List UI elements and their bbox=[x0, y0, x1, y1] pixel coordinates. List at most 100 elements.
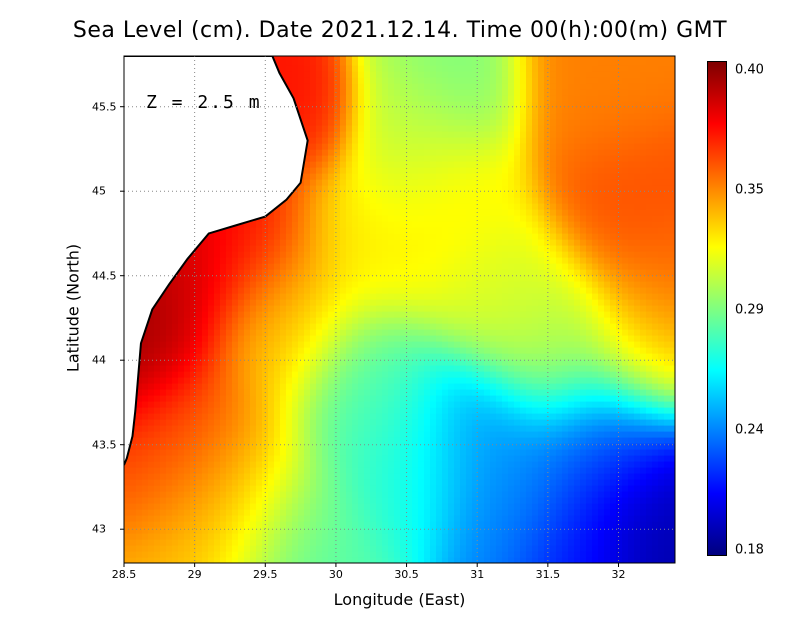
field-cell bbox=[172, 293, 179, 300]
field-cell bbox=[148, 413, 155, 420]
field-cell bbox=[304, 431, 311, 438]
field-cell bbox=[304, 161, 311, 168]
field-cell bbox=[430, 311, 437, 318]
field-cell bbox=[358, 245, 365, 252]
field-cell bbox=[274, 401, 281, 408]
field-cell bbox=[448, 101, 455, 108]
field-cell bbox=[412, 413, 419, 420]
field-cell bbox=[190, 275, 197, 282]
field-cell bbox=[430, 431, 437, 438]
field-cell bbox=[310, 419, 317, 426]
field-cell bbox=[430, 191, 437, 198]
field-cell bbox=[436, 371, 443, 378]
field-cell bbox=[160, 419, 167, 426]
field-cell bbox=[226, 347, 233, 354]
field-cell bbox=[268, 407, 275, 414]
field-cell bbox=[160, 353, 167, 360]
field-cell bbox=[166, 311, 173, 318]
field-cell bbox=[226, 317, 233, 324]
field-cell bbox=[382, 467, 389, 474]
field-cell bbox=[340, 551, 347, 558]
field-cell bbox=[124, 485, 131, 492]
field-cell bbox=[448, 431, 455, 438]
field-cell bbox=[208, 287, 215, 294]
field-cell bbox=[268, 503, 275, 510]
field-cell bbox=[346, 113, 353, 120]
field-cell bbox=[388, 377, 395, 384]
field-cell bbox=[232, 275, 239, 282]
field-cell bbox=[430, 461, 437, 468]
field-cell bbox=[430, 389, 437, 396]
field-cell bbox=[298, 56, 305, 60]
field-cell bbox=[142, 497, 149, 504]
field-cell bbox=[178, 389, 185, 396]
field-cell bbox=[448, 437, 455, 444]
field-cell bbox=[220, 521, 227, 528]
field-cell bbox=[256, 257, 263, 264]
field-cell bbox=[430, 383, 437, 390]
field-cell bbox=[382, 125, 389, 132]
field-cell bbox=[442, 233, 449, 240]
field-cell bbox=[400, 305, 407, 312]
field-cell bbox=[382, 437, 389, 444]
field-cell bbox=[430, 485, 437, 492]
field-cell bbox=[190, 377, 197, 384]
field-cell bbox=[250, 395, 257, 402]
field-cell bbox=[184, 503, 191, 510]
field-cell bbox=[268, 425, 275, 432]
field-cell bbox=[364, 449, 371, 456]
field-cell bbox=[400, 209, 407, 216]
field-cell bbox=[406, 305, 413, 312]
field-cell bbox=[172, 287, 179, 294]
field-cell bbox=[400, 311, 407, 318]
field-cell bbox=[298, 509, 305, 516]
field-cell bbox=[136, 377, 143, 384]
field-cell bbox=[340, 329, 347, 336]
field-cell bbox=[178, 413, 185, 420]
field-cell bbox=[310, 143, 317, 150]
field-cell bbox=[298, 431, 305, 438]
field-cell bbox=[316, 419, 323, 426]
field-cell bbox=[460, 419, 467, 426]
field-cell bbox=[346, 89, 353, 96]
field-cell bbox=[298, 335, 305, 342]
field-cell bbox=[418, 497, 425, 504]
field-cell bbox=[418, 245, 425, 252]
field-cell bbox=[304, 413, 311, 420]
field-cell bbox=[268, 221, 275, 228]
field-cell bbox=[232, 245, 239, 252]
field-cell bbox=[448, 227, 455, 234]
field-cell bbox=[184, 497, 191, 504]
field-cell bbox=[376, 293, 383, 300]
field-cell bbox=[250, 443, 257, 450]
field-cell bbox=[412, 293, 419, 300]
field-cell bbox=[292, 239, 299, 246]
field-cell bbox=[220, 305, 227, 312]
field-cell bbox=[166, 443, 173, 450]
field-cell bbox=[412, 497, 419, 504]
field-cell bbox=[352, 77, 359, 84]
field-cell bbox=[334, 221, 341, 228]
field-cell bbox=[238, 389, 245, 396]
field-cell bbox=[214, 455, 221, 462]
field-cell bbox=[406, 365, 413, 372]
field-cell bbox=[436, 65, 443, 72]
field-cell bbox=[334, 209, 341, 216]
field-cell bbox=[310, 89, 317, 96]
field-cell bbox=[190, 437, 197, 444]
field-cell bbox=[370, 59, 377, 66]
field-cell bbox=[364, 209, 371, 216]
field-cell bbox=[142, 485, 149, 492]
field-cell bbox=[262, 443, 269, 450]
field-cell bbox=[436, 509, 443, 516]
field-cell bbox=[430, 551, 437, 558]
field-cell bbox=[358, 467, 365, 474]
field-cell bbox=[358, 197, 365, 204]
field-cell bbox=[454, 113, 461, 120]
field-cell bbox=[442, 527, 449, 534]
field-cell bbox=[466, 77, 473, 84]
field-cell bbox=[262, 467, 269, 474]
field-cell bbox=[472, 251, 479, 258]
field-cell bbox=[412, 137, 419, 144]
field-cell bbox=[292, 221, 299, 228]
